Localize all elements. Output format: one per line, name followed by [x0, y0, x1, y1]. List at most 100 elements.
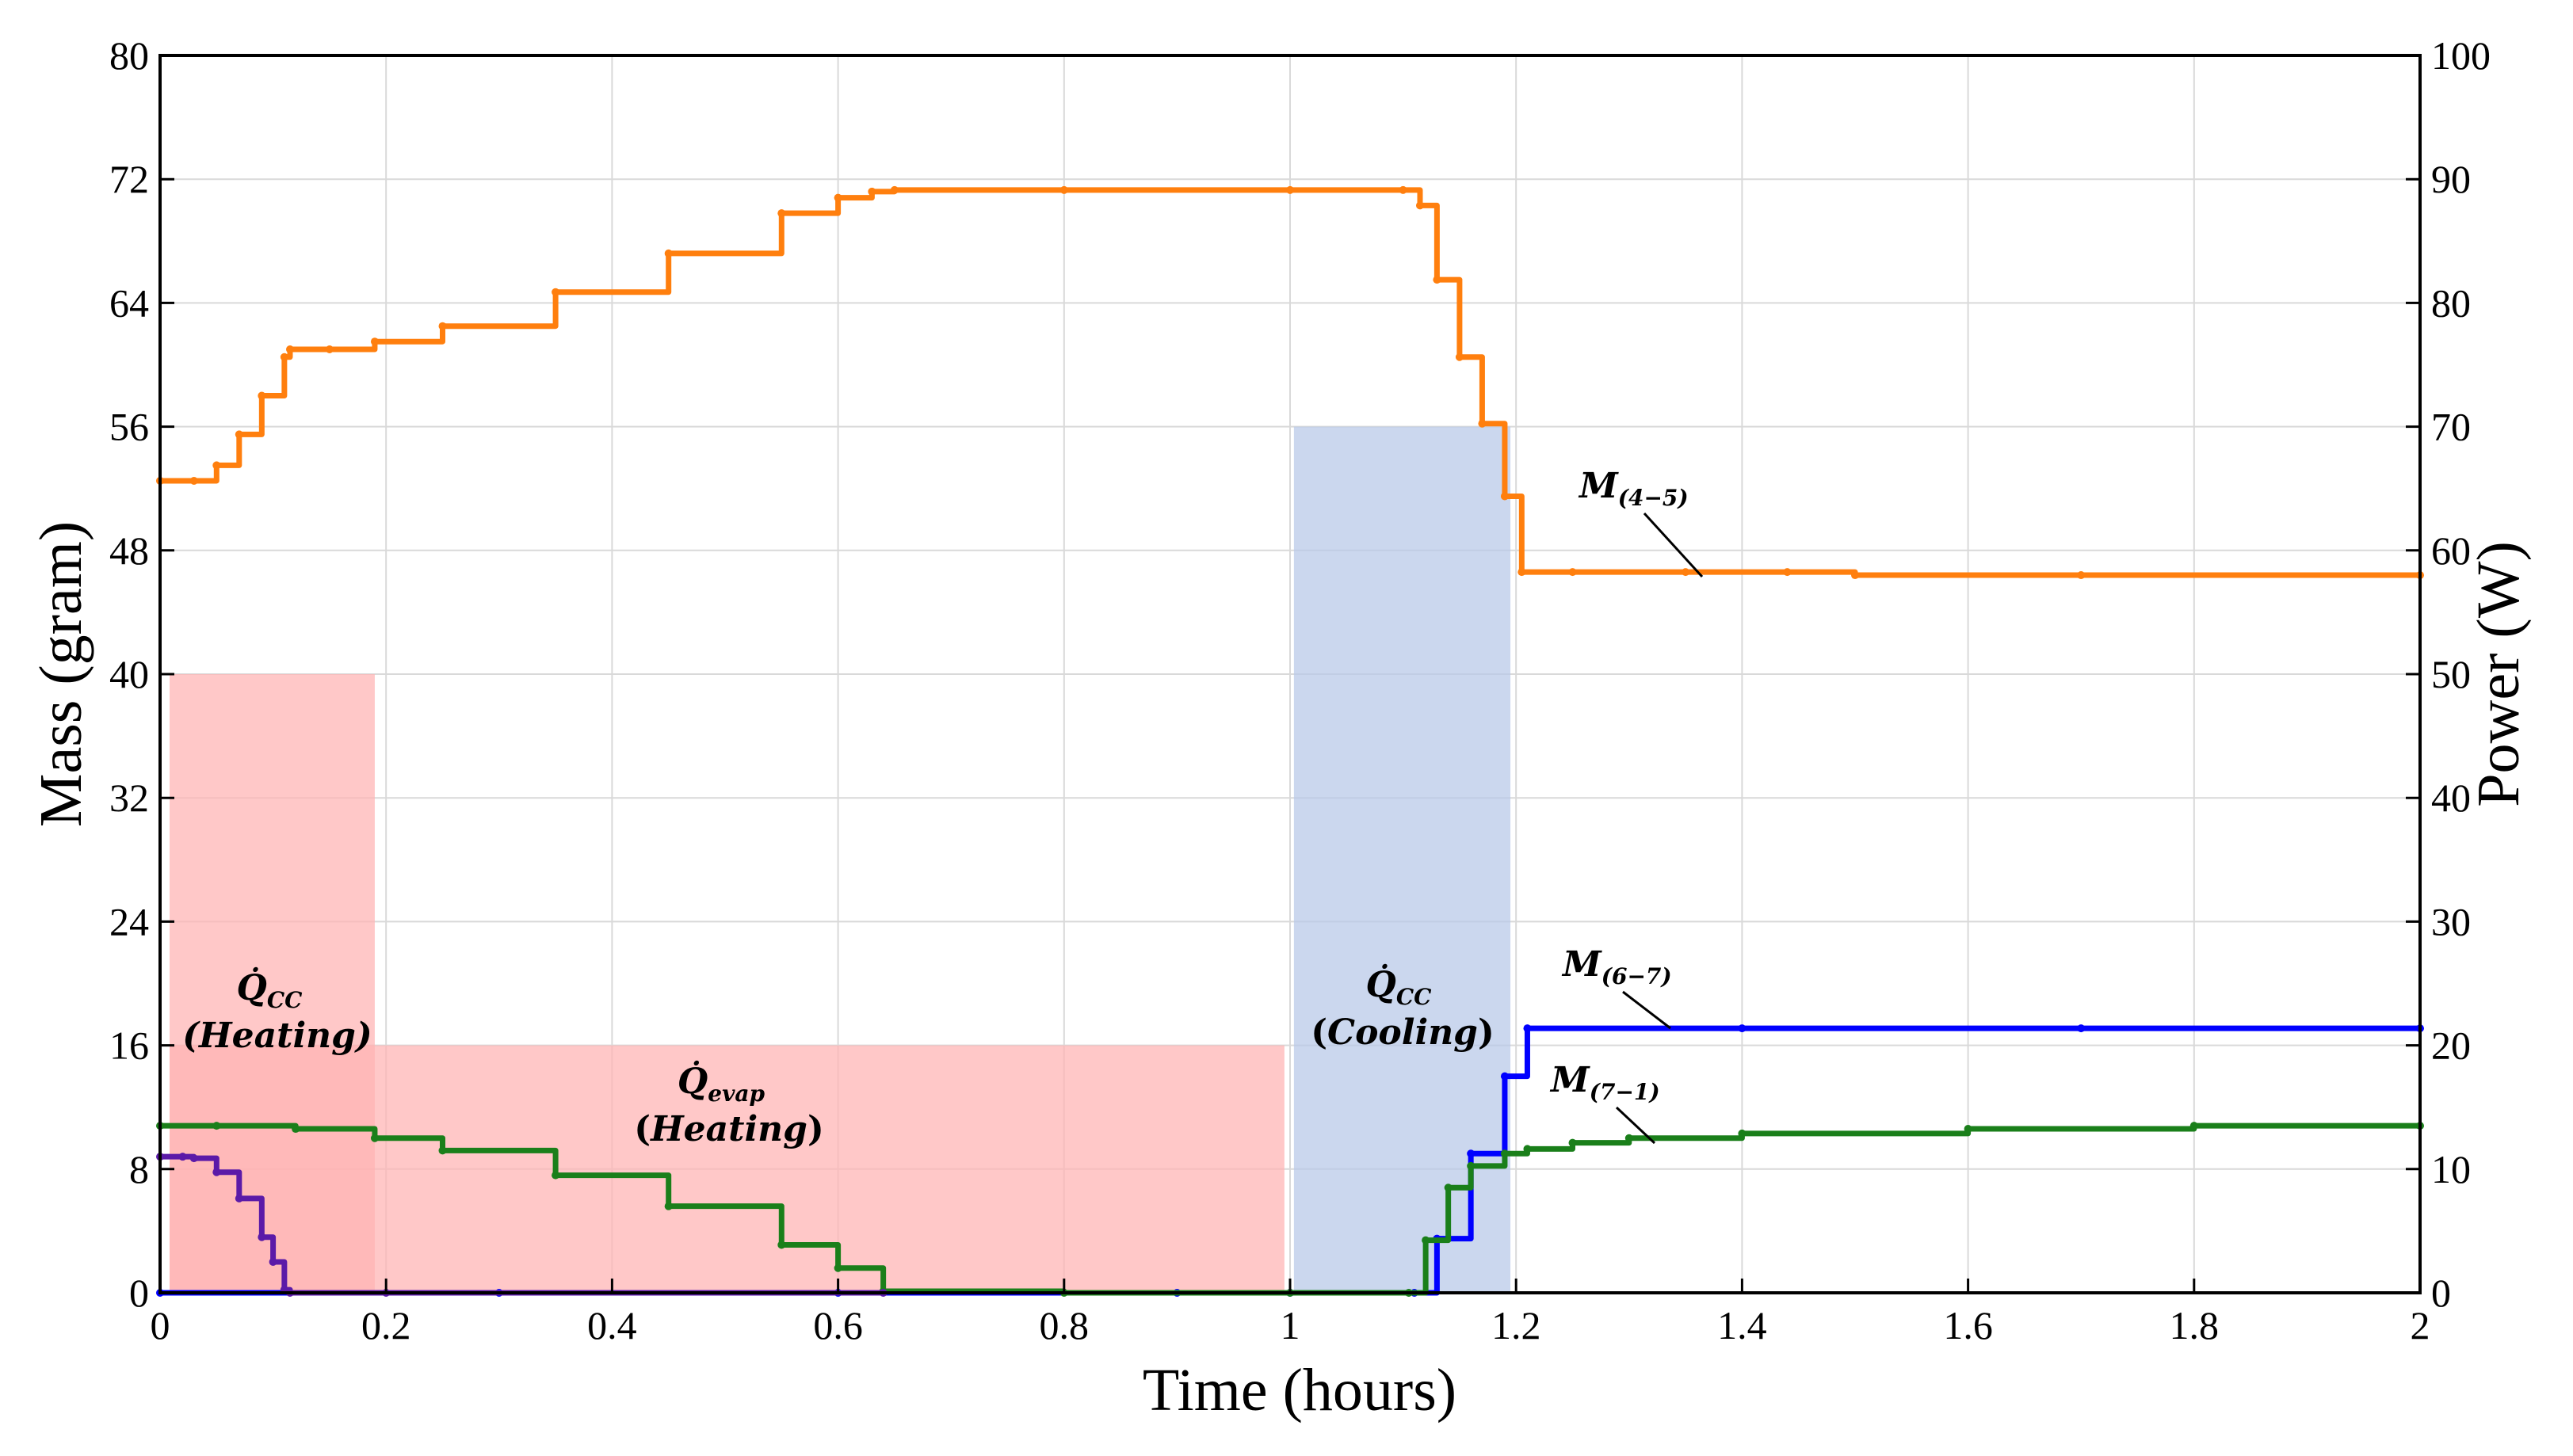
- m67-leader-line: [1622, 990, 1671, 1030]
- y-tick-label: 16: [109, 1023, 149, 1068]
- qcc-cooling-sub: CC: [1396, 984, 1432, 1010]
- series-point: [1500, 1149, 1509, 1158]
- m71-symbol: M: [1549, 1060, 1590, 1100]
- series-point: [1851, 571, 1859, 580]
- series-point: [325, 345, 334, 353]
- series-point: [890, 185, 899, 194]
- series-point: [1500, 1072, 1509, 1081]
- x-tick-label: 1.6: [1943, 1303, 1993, 1347]
- svg-text:Q̇CC: Q̇CC: [237, 966, 303, 1013]
- y-right-tick-label: 20: [2431, 1023, 2471, 1068]
- series-point: [212, 1168, 221, 1176]
- series-point: [212, 461, 221, 470]
- y-right-tick-label: 60: [2431, 528, 2471, 573]
- series-point: [1415, 201, 1424, 210]
- series-point: [1523, 1024, 1532, 1033]
- series-point: [834, 1264, 842, 1272]
- svg-text:(Heating): (Heating): [634, 1109, 824, 1149]
- y-right-tick-label: 50: [2431, 652, 2471, 696]
- y-right-tick-label: 0: [2431, 1271, 2451, 1315]
- series-point: [235, 430, 243, 439]
- qcc-heating-mode: (Heating): [182, 1016, 372, 1056]
- y-tick-label: 40: [109, 652, 149, 696]
- x-tick-label: 0: [151, 1303, 170, 1347]
- y-tick-label: 8: [129, 1147, 149, 1191]
- series-line: [160, 187, 2420, 578]
- y-tick-label: 48: [109, 528, 149, 573]
- qcc-heating-symbol: Q̇: [237, 966, 267, 1008]
- y-right-tick-label: 90: [2431, 157, 2471, 201]
- qcc-cooling-symbol: Q̇: [1366, 962, 1396, 1005]
- m45-leader-line: [1643, 512, 1704, 578]
- series-point: [1399, 185, 1407, 194]
- series-point: [438, 322, 447, 330]
- series-point: [285, 345, 294, 353]
- series-point: [2189, 1122, 2198, 1130]
- annotation-qcc-heating: Q̇CC (Heating): [182, 966, 372, 1056]
- series-point: [1467, 1161, 1475, 1170]
- power-regions: [170, 426, 1511, 1293]
- x-tick-labels: 0 0.2 0.4 0.6 0.8 1 1.2 1.4 1.6 1.8 2: [151, 1303, 2430, 1347]
- series-point: [1455, 353, 1464, 361]
- qevap-mode: Heating: [649, 1109, 807, 1149]
- power-region: [1293, 426, 1511, 1293]
- qevap-mode-close: ): [807, 1109, 824, 1149]
- annotation-m67: M(6−7): [1561, 944, 1672, 1030]
- series-point: [1682, 568, 1690, 577]
- y-right-tick-label: 100: [2431, 33, 2491, 78]
- m71-sub: (7−1): [1590, 1079, 1660, 1105]
- grid: [160, 55, 2420, 1293]
- series-point: [1624, 1134, 1633, 1142]
- series-point: [777, 1241, 786, 1249]
- y-tick-labels: 0 8 16 24 32 40 48 56 64 72 80: [109, 33, 149, 1315]
- x-tick-label: 0.2: [361, 1303, 411, 1347]
- series-point: [1059, 185, 1068, 194]
- series-point: [235, 1194, 243, 1203]
- x-tick-label: 0.8: [1040, 1303, 1090, 1347]
- m67-sub: (6−7): [1601, 963, 1672, 989]
- series-point: [552, 1171, 560, 1180]
- series-point: [1964, 1125, 1972, 1134]
- qcc-cooling-mode-open: (: [1311, 1012, 1327, 1053]
- y-tick-label: 32: [109, 776, 149, 820]
- annotation-m71: M(7−1): [1549, 1060, 1660, 1145]
- y-right-tick-labels: 0 10 20 30 40 50 60 70 80 90 100: [2431, 33, 2491, 1315]
- series-point: [438, 1146, 447, 1155]
- series-point: [370, 337, 379, 346]
- series-point: [2077, 571, 2086, 580]
- series-point: [1286, 185, 1294, 194]
- y-right-tick-label: 70: [2431, 405, 2471, 449]
- series-point: [1523, 1145, 1532, 1153]
- svg-text:M(6−7): M(6−7): [1561, 944, 1672, 989]
- qcc-cooling-mode-close: ): [1478, 1012, 1495, 1053]
- y-tick-label: 0: [129, 1271, 149, 1315]
- series-point: [1467, 1149, 1475, 1158]
- m45-symbol: M: [1578, 466, 1619, 506]
- qcc-cooling-mode: Cooling: [1327, 1012, 1478, 1053]
- y-axis-title: Mass (gram): [28, 521, 94, 827]
- qevap-mode-open: (: [634, 1109, 651, 1149]
- series-point: [1478, 419, 1487, 428]
- x-tick-label: 0.4: [587, 1303, 637, 1347]
- series-point: [552, 288, 560, 296]
- qevap-sub: evap: [708, 1081, 765, 1107]
- y-right-axis-title: Power (W): [2465, 541, 2532, 807]
- m71-leader-line: [1615, 1106, 1656, 1145]
- series-point: [269, 1257, 277, 1266]
- x-axis-title: Time (hours): [1143, 1357, 1456, 1424]
- qcc-heating-sub: CC: [267, 987, 303, 1013]
- power-region: [170, 1045, 1285, 1293]
- annotation-m45: M(4−5): [1578, 466, 1704, 578]
- series-point: [1568, 568, 1577, 577]
- series-point: [1738, 1024, 1747, 1033]
- series-point: [834, 193, 842, 202]
- series-point: [664, 249, 673, 257]
- series-point: [189, 1154, 198, 1163]
- series-point: [2077, 1024, 2086, 1033]
- svg-text:Q̇evap: Q̇evap: [678, 1059, 765, 1107]
- series-point: [1500, 492, 1509, 501]
- y-tick-label: 80: [109, 33, 149, 78]
- svg-text:M(4−5): M(4−5): [1578, 466, 1689, 511]
- m45-sub: (4−5): [1618, 485, 1689, 511]
